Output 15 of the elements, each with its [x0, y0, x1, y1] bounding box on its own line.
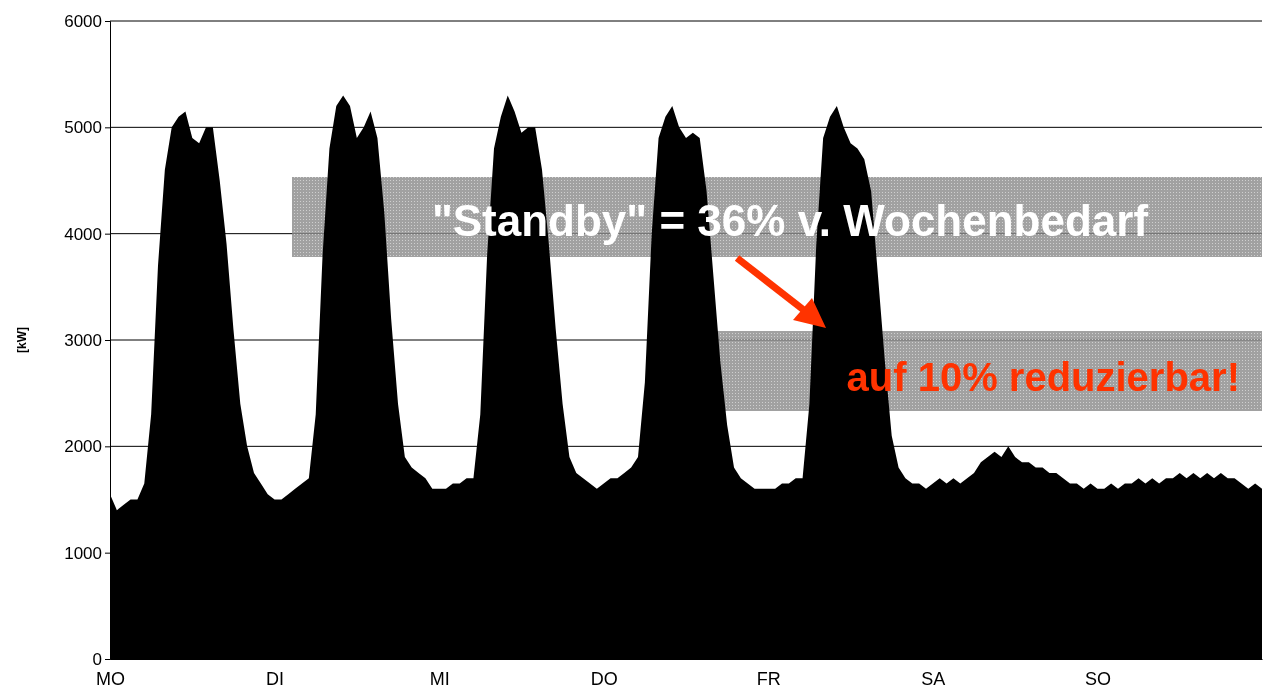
x-tick-label: MO: [96, 668, 125, 689]
x-tick-label: FR: [756, 668, 781, 689]
y-tick-label: 1000: [64, 543, 102, 563]
x-tick-label: DO: [590, 668, 618, 689]
x-tick-label: DI: [266, 668, 285, 689]
y-tick-label: 3000: [64, 330, 102, 350]
y-tick-label: 5000: [64, 118, 102, 138]
y-axis-title: [kW]: [15, 327, 29, 353]
x-tick-label: SA: [921, 668, 946, 689]
x-tick-label: SO: [1084, 668, 1111, 689]
x-tick-label: MI: [429, 668, 450, 689]
y-tick-label: 4000: [64, 224, 102, 244]
y-tick-label: 0: [92, 649, 102, 669]
y-tick-label: 2000: [64, 437, 102, 457]
y-tick-label: 6000: [64, 11, 102, 31]
